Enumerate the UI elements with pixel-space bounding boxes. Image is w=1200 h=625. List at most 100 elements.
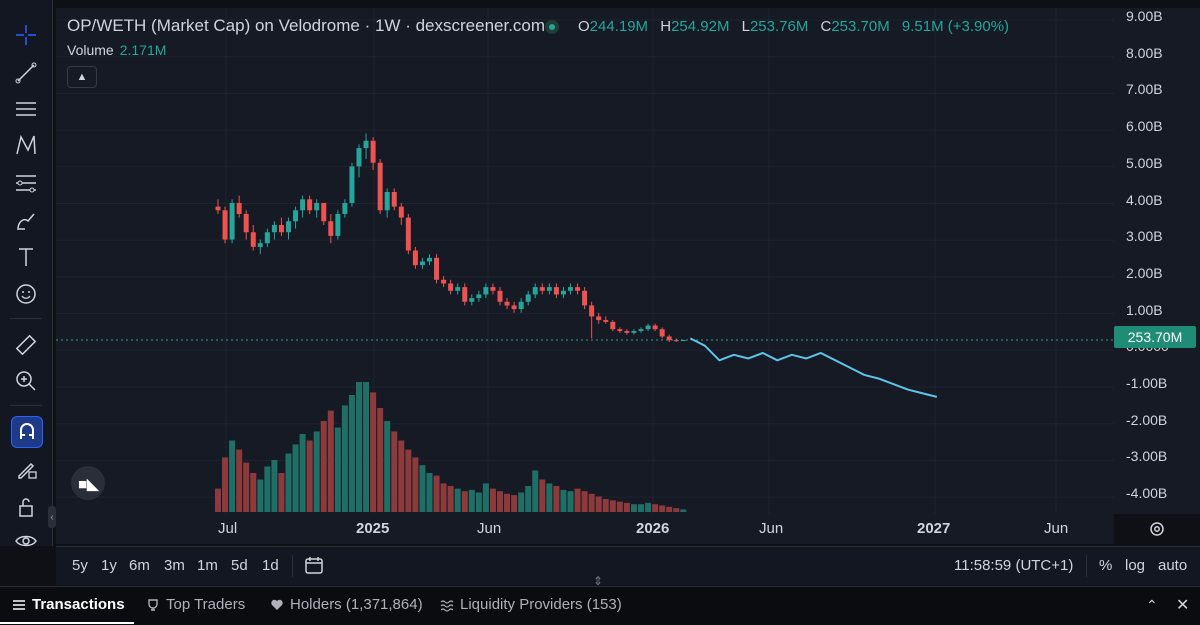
volume-bar (546, 483, 553, 512)
percent-toggle[interactable]: % (1099, 557, 1113, 574)
candle-body (518, 301, 524, 310)
volume-bar (553, 486, 560, 512)
range-5y[interactable]: 5y (72, 557, 88, 574)
candle-body (391, 191, 397, 207)
range-5d[interactable]: 5d (231, 557, 248, 574)
tab-transactions[interactable]: Transactions (12, 596, 125, 613)
crosshair-icon[interactable] (8, 18, 44, 52)
volume-bar (236, 449, 243, 512)
range-1d[interactable]: 1d (262, 557, 279, 574)
volume-bar (461, 491, 468, 512)
lock-drawing-icon[interactable] (8, 452, 44, 486)
pattern-icon[interactable] (8, 128, 44, 162)
candle-body (398, 206, 404, 218)
candle-body (243, 213, 249, 233)
emoji-icon[interactable] (8, 277, 44, 311)
clock-readout[interactable]: 11:58:59 (UTC+1) (954, 557, 1074, 574)
candle-body (293, 210, 299, 222)
range-3m[interactable]: 3m (164, 557, 185, 574)
volume-bar (511, 495, 518, 512)
price-tick-label: 3.00B (1126, 228, 1163, 245)
chart-settings-button[interactable] (1148, 520, 1166, 543)
close-icon[interactable]: ✕ (1176, 597, 1190, 614)
range-6m[interactable]: 6m (129, 557, 150, 574)
price-tick-label: -4.00B (1126, 485, 1168, 502)
candle-body (546, 287, 552, 291)
volume-bar (602, 499, 609, 512)
unlock-icon[interactable] (8, 490, 44, 524)
volume-bar (447, 486, 454, 512)
candle-body (511, 305, 517, 310)
candle-body (434, 257, 440, 280)
log-toggle[interactable]: log (1125, 557, 1146, 574)
volume-bar (341, 405, 348, 512)
volume-bar (440, 483, 447, 512)
candle-body (624, 331, 630, 333)
volume-bar (398, 440, 405, 512)
range-1m[interactable]: 1m (197, 557, 218, 574)
candle-body (236, 202, 242, 214)
volume-bar (497, 491, 503, 512)
volume-bar (574, 488, 581, 512)
candle-body (335, 213, 341, 236)
range-1y[interactable]: 1y (101, 557, 117, 574)
tab-holders[interactable]: Holders (1,371,864) (270, 596, 423, 613)
volume-bar (222, 457, 229, 512)
volume-bar (419, 465, 426, 512)
horizontal-lines-icon[interactable] (8, 92, 44, 126)
tab-top-traders[interactable]: Top Traders (146, 596, 245, 613)
price-tick-label: 9.00B (1126, 8, 1163, 24)
candle-body (215, 206, 221, 211)
volume-bar (539, 479, 546, 512)
magnet-icon[interactable] (11, 416, 43, 448)
volume-bar (652, 504, 659, 512)
candle-body (377, 162, 383, 211)
auto-toggle[interactable]: auto (1158, 557, 1188, 574)
candle-body (666, 336, 672, 341)
candle-body (349, 166, 355, 203)
zoom-in-icon[interactable] (8, 364, 44, 398)
candle-body (553, 287, 559, 295)
volume-bar (250, 473, 257, 512)
volume-bar (630, 504, 637, 512)
text-icon[interactable] (8, 240, 44, 274)
brush-icon[interactable] (8, 204, 44, 238)
chevron-up-double-icon[interactable]: ⌃ (1146, 597, 1158, 613)
chart-pane[interactable]: ■◣ (56, 8, 1114, 514)
ruler-icon[interactable] (8, 328, 44, 362)
forecast-line (689, 337, 938, 398)
low-value: 253.76M (749, 18, 809, 35)
price-tick-label: 1.00B (1126, 301, 1163, 318)
collapse-toolbar-button[interactable]: ‹ (48, 506, 56, 528)
fib-icon[interactable] (8, 166, 44, 200)
price-scale[interactable]: 9.00B 8.00B 7.00B 6.00B 5.00B 4.00B 3.00B 2.00B… (1114, 8, 1200, 514)
candlestick-chart[interactable]: ■◣ (56, 8, 1114, 514)
candle-body (638, 329, 644, 332)
volume-bar (673, 508, 680, 512)
trend-line-icon[interactable] (8, 56, 44, 90)
candle-body (264, 232, 270, 244)
candle-body (603, 320, 609, 322)
volume-bar (320, 421, 327, 512)
candle-body (271, 224, 277, 233)
chart-title: OP/WETH (Market Cap) on Velodrome · 1W ·… (67, 16, 546, 35)
close-label: C (820, 18, 832, 35)
ohlc-readout: O244.19M H254.92M L253.76M C253.70M 9.51… (578, 18, 1017, 35)
tab-liquidity-providers[interactable]: Liquidity Providers (153) (440, 596, 622, 613)
eye-icon[interactable] (8, 524, 44, 558)
tab-label: Transactions (32, 596, 125, 613)
candle-body (342, 202, 348, 214)
candle-body (462, 287, 468, 302)
candle-body (497, 290, 503, 302)
price-tick-label: 4.00B (1126, 191, 1163, 208)
resize-handle-icon[interactable]: ⇕ (593, 574, 604, 588)
candle-body (645, 325, 651, 330)
goto-date-button[interactable] (304, 555, 324, 580)
active-tab-indicator (0, 622, 134, 624)
candle-body (384, 191, 390, 211)
collapse-legend-button[interactable]: ▲ (67, 66, 97, 88)
candle-body (483, 287, 489, 295)
time-axis[interactable]: Jul 2025 Jun 2026 Jun 2027 Jun (56, 514, 1114, 544)
volume-bar (482, 483, 489, 512)
volume-bar (243, 462, 250, 512)
